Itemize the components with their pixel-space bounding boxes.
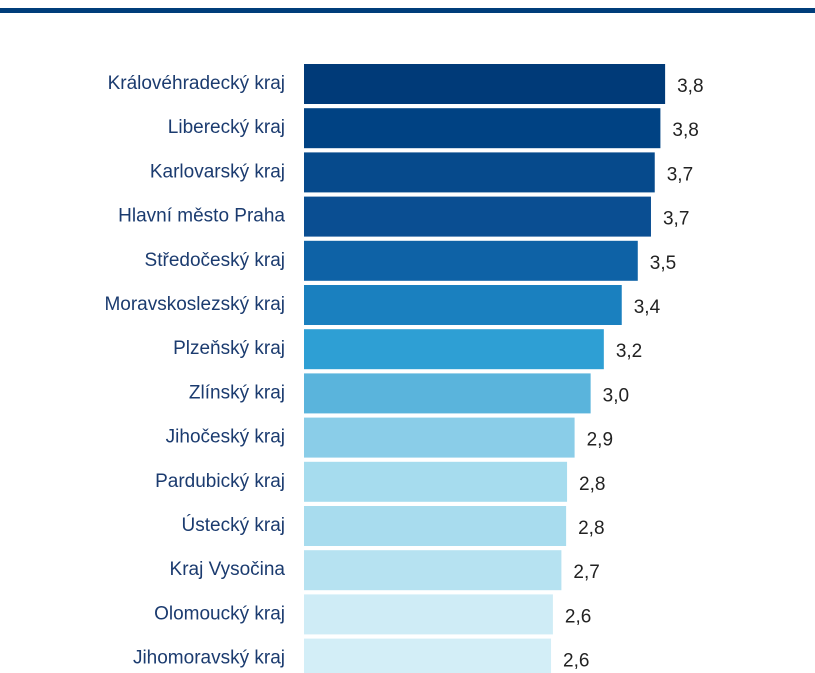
category-label: Plzeňský kraj bbox=[173, 338, 285, 359]
value-label: 3,2 bbox=[616, 341, 642, 362]
value-label: 2,8 bbox=[578, 518, 604, 539]
category-label: Kraj Vysočina bbox=[170, 559, 286, 580]
value-label: 2,6 bbox=[565, 606, 591, 627]
bar bbox=[304, 594, 553, 635]
bar bbox=[304, 285, 622, 325]
bar bbox=[304, 417, 575, 458]
category-label: Karlovarský kraj bbox=[150, 161, 285, 182]
category-label: Jihomoravský kraj bbox=[133, 648, 285, 669]
value-label: 2,7 bbox=[573, 562, 599, 583]
bar bbox=[304, 152, 655, 193]
category-label: Pardubický kraj bbox=[155, 471, 285, 492]
category-label: Hlavní město Praha bbox=[118, 206, 285, 227]
bar bbox=[304, 550, 562, 591]
category-label: Liberecký kraj bbox=[168, 117, 285, 138]
category-label: Jihočeský kraj bbox=[166, 427, 285, 448]
value-label: 2,8 bbox=[579, 474, 605, 495]
category-label: Ústecký kraj bbox=[182, 514, 285, 536]
category-label: Moravskoslezský kraj bbox=[104, 294, 285, 315]
bar bbox=[304, 506, 567, 546]
category-label: Zlínský kraj bbox=[189, 382, 285, 403]
category-label: Středočeský kraj bbox=[145, 250, 285, 271]
value-label: 3,7 bbox=[667, 164, 693, 185]
value-label: 3,4 bbox=[634, 297, 661, 318]
bar bbox=[304, 461, 568, 502]
value-label: 2,9 bbox=[587, 430, 613, 451]
bar bbox=[304, 196, 651, 237]
value-label: 2,6 bbox=[563, 651, 589, 672]
value-label: 3,8 bbox=[672, 120, 698, 141]
top-rule bbox=[0, 8, 815, 13]
category-label: Královéhradecký kraj bbox=[108, 73, 285, 94]
bar bbox=[304, 64, 666, 104]
value-label: 3,8 bbox=[677, 76, 703, 97]
bar bbox=[304, 638, 552, 673]
bar bbox=[304, 373, 591, 414]
bar bbox=[304, 329, 604, 370]
bar bbox=[304, 108, 661, 149]
bar bbox=[304, 240, 638, 281]
value-label: 3,0 bbox=[603, 385, 629, 406]
category-label: Olomoucký kraj bbox=[154, 603, 285, 624]
value-label: 3,7 bbox=[663, 209, 689, 230]
value-label: 3,5 bbox=[650, 253, 676, 274]
